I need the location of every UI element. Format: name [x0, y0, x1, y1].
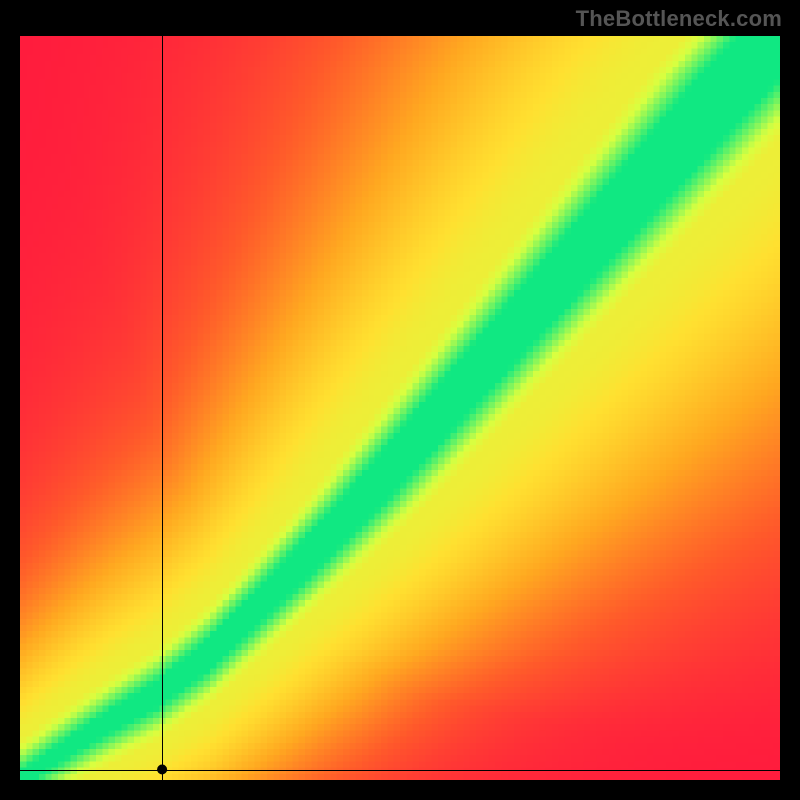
- heatmap-plot: [20, 36, 780, 780]
- crosshair-horizontal: [20, 770, 780, 771]
- chart-container: TheBottleneck.com: [0, 0, 800, 800]
- crosshair-vertical: [162, 36, 163, 780]
- watermark-text: TheBottleneck.com: [576, 6, 782, 32]
- crosshair-dot-canvas: [20, 36, 780, 780]
